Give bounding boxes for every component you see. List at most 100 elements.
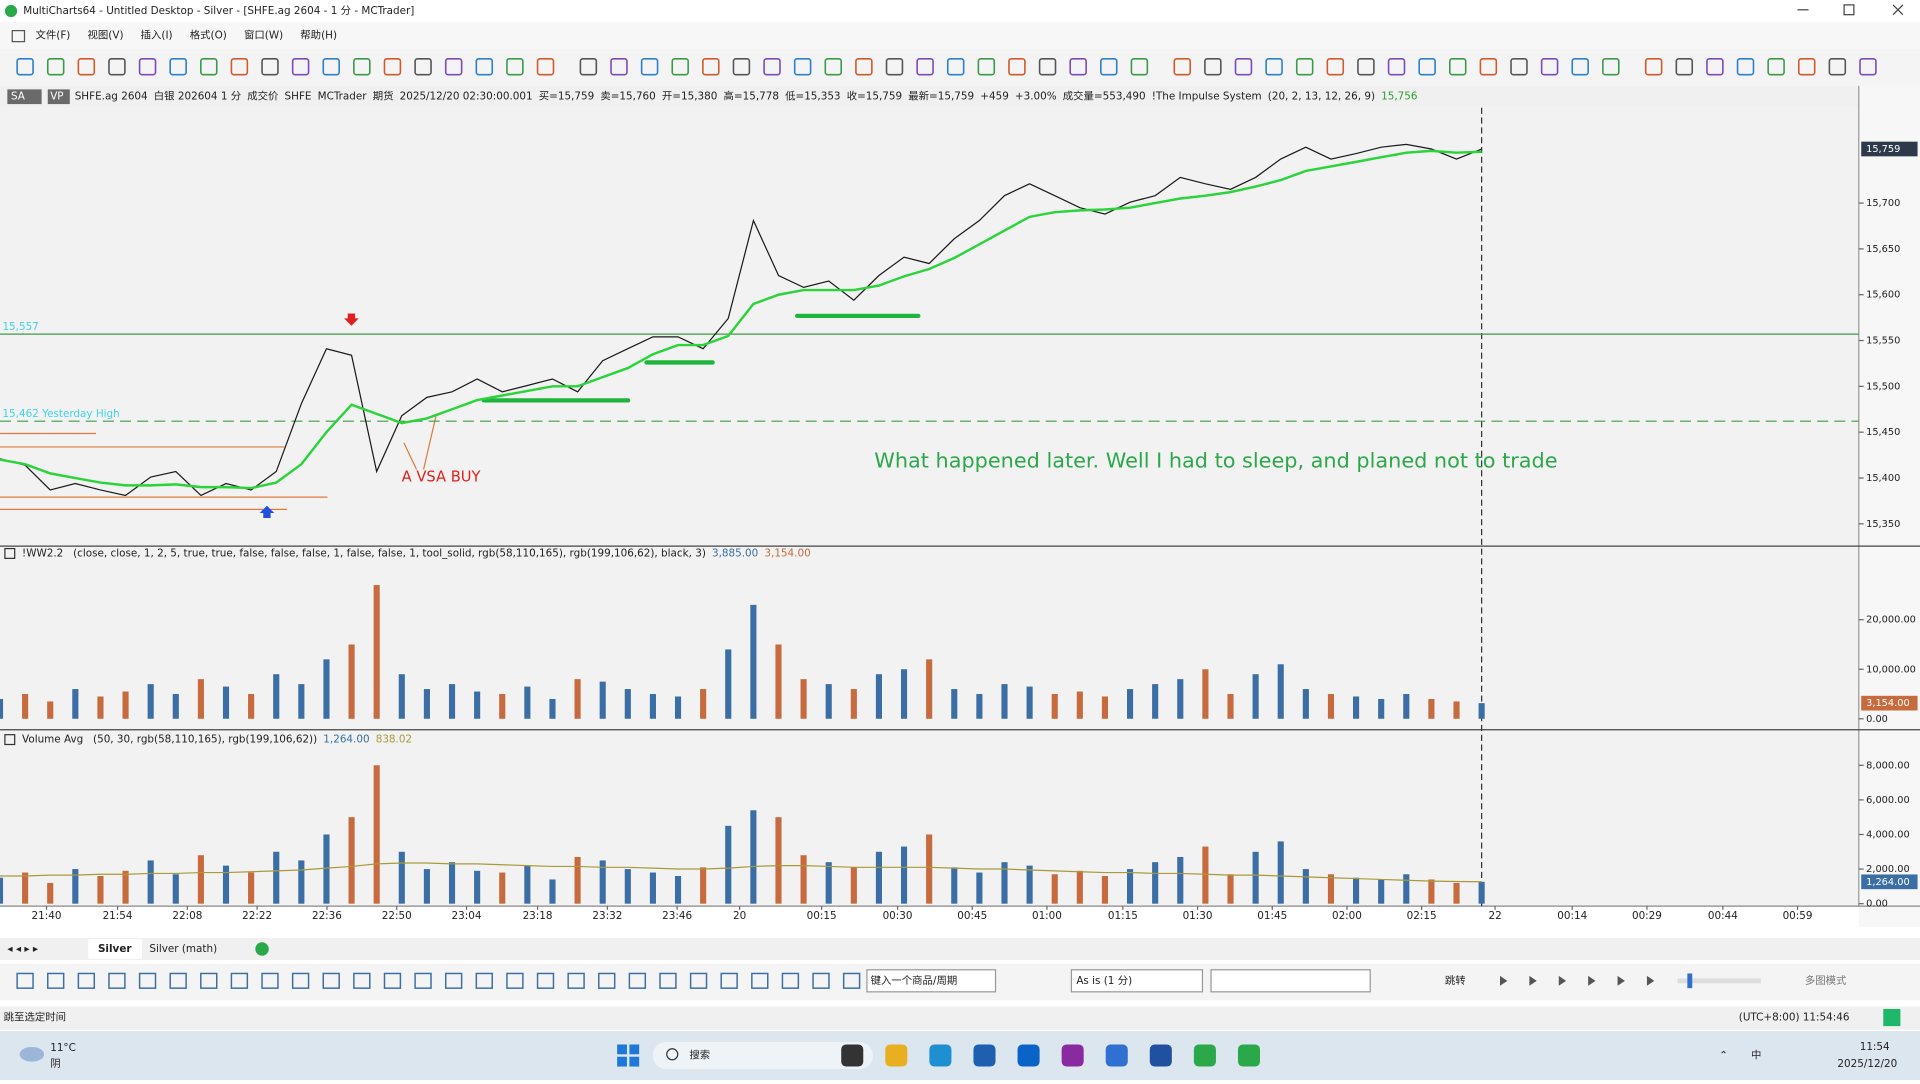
draw-tool[interactable] — [689, 972, 708, 989]
resolution-select[interactable] — [1070, 969, 1204, 993]
draw-tool[interactable] — [353, 972, 371, 989]
app-icon[interactable] — [1193, 1044, 1216, 1067]
draw-tool[interactable] — [842, 972, 861, 989]
clock-time[interactable]: 11:54 — [1860, 1041, 1890, 1053]
draw-tool[interactable] — [812, 972, 830, 989]
nav-button[interactable] — [1588, 975, 1596, 986]
tool-button[interactable] — [1173, 57, 1191, 76]
tool-button[interactable] — [1675, 57, 1694, 76]
draw-tool[interactable] — [138, 972, 157, 989]
tool-button[interactable] — [579, 57, 598, 76]
draw-tool[interactable] — [659, 972, 677, 989]
pane-close-box[interactable] — [4, 734, 16, 746]
nav-button[interactable] — [1646, 975, 1655, 986]
tool-button[interactable] — [1479, 57, 1498, 76]
tool-button[interactable] — [1797, 57, 1816, 76]
tool-button[interactable] — [1828, 57, 1847, 76]
tool-button[interactable] — [475, 57, 494, 76]
search-box[interactable] — [652, 1042, 874, 1069]
tray-arrow[interactable]: ⌃ — [1719, 1050, 1728, 1062]
tool-button[interactable] — [977, 57, 996, 76]
jump-button[interactable]: 跳转 — [1445, 974, 1466, 987]
tool-button[interactable] — [138, 57, 157, 76]
tool-button[interactable] — [1540, 57, 1559, 76]
tool-button[interactable] — [169, 57, 187, 76]
tool-button[interactable] — [536, 57, 555, 76]
clock-date[interactable]: 2025/12/20 — [1837, 1058, 1897, 1070]
start-tile[interactable] — [629, 1056, 640, 1067]
tool-button[interactable] — [1706, 57, 1724, 76]
start-button[interactable] — [617, 1044, 640, 1067]
tool-button[interactable] — [1265, 57, 1283, 76]
draw-tool[interactable] — [444, 972, 463, 989]
draw-tool[interactable] — [506, 972, 524, 989]
draw-tool[interactable] — [230, 972, 249, 989]
tool-button[interactable] — [885, 57, 904, 76]
tool-button[interactable] — [793, 57, 812, 76]
menu-item[interactable]: 格式(O) — [190, 29, 227, 42]
tool-button[interactable] — [230, 57, 249, 76]
tab-label[interactable]: Silver — [98, 943, 132, 955]
app-icon[interactable] — [1105, 1044, 1128, 1067]
tool-button[interactable] — [46, 57, 65, 76]
tool-button[interactable] — [702, 57, 720, 76]
date-input[interactable] — [1210, 969, 1371, 993]
tool-button[interactable] — [855, 57, 873, 76]
tool-button[interactable] — [261, 57, 279, 76]
app-icon[interactable] — [1149, 1044, 1172, 1067]
tool-button[interactable] — [291, 57, 310, 76]
pane-close-box[interactable] — [4, 547, 16, 559]
draw-tool[interactable] — [598, 972, 616, 989]
app-icon[interactable] — [929, 1044, 952, 1067]
menu-item[interactable]: 帮助(H) — [300, 29, 337, 42]
tool-button[interactable] — [640, 57, 659, 76]
nav-button[interactable] — [1558, 975, 1567, 986]
tool-button[interactable] — [414, 57, 432, 76]
draw-tool[interactable] — [16, 972, 34, 989]
tab-nav[interactable]: ◂ ◂ ▸ ▸ — [7, 943, 39, 955]
nav-button[interactable] — [1617, 975, 1625, 986]
tool-button[interactable] — [1038, 57, 1057, 76]
draw-tool[interactable] — [169, 972, 187, 989]
draw-tool[interactable] — [414, 972, 432, 989]
nav-button[interactable] — [1500, 975, 1508, 986]
tool-button[interactable] — [1571, 57, 1589, 76]
app-icon[interactable] — [973, 1044, 996, 1067]
tool-button[interactable] — [108, 57, 126, 76]
tool-button[interactable] — [1767, 57, 1785, 76]
tool-button[interactable] — [1387, 57, 1406, 76]
tool-button[interactable] — [1736, 57, 1755, 76]
tool-button[interactable] — [1602, 57, 1620, 76]
zoom-slider[interactable] — [1677, 978, 1761, 984]
tool-button[interactable] — [1449, 57, 1467, 76]
symbol-input[interactable] — [866, 969, 997, 993]
app-icon[interactable] — [1237, 1044, 1260, 1067]
tool-button[interactable] — [946, 57, 965, 76]
app-icon[interactable] — [1017, 1044, 1040, 1067]
zoom-thumb[interactable] — [1687, 973, 1693, 989]
draw-tool[interactable] — [720, 972, 738, 989]
tool-button[interactable] — [763, 57, 781, 76]
draw-tool[interactable] — [322, 972, 340, 989]
ime[interactable]: 中 — [1751, 1049, 1761, 1062]
tool-button[interactable] — [1510, 57, 1528, 76]
app-icon[interactable] — [1061, 1044, 1084, 1067]
tool-button[interactable] — [444, 57, 463, 76]
tool-button[interactable] — [1357, 57, 1375, 76]
tool-button[interactable] — [671, 57, 689, 76]
start-tile[interactable] — [629, 1044, 640, 1055]
tool-button[interactable] — [1100, 57, 1118, 76]
tool-button[interactable] — [1008, 57, 1026, 76]
badge[interactable]: VP — [50, 91, 63, 103]
tool-button[interactable] — [1295, 57, 1314, 76]
menu-item[interactable]: 视图(V) — [88, 29, 124, 42]
tool-button[interactable] — [200, 57, 218, 76]
draw-tool[interactable] — [47, 972, 65, 989]
draw-tool[interactable] — [261, 972, 279, 989]
menu-item[interactable]: 窗口(W) — [244, 29, 283, 42]
tool-button[interactable] — [1234, 57, 1253, 76]
draw-tool[interactable] — [200, 972, 218, 989]
start-tile[interactable] — [617, 1044, 627, 1055]
draw-tool[interactable] — [475, 972, 493, 989]
tool-button[interactable] — [353, 57, 371, 76]
